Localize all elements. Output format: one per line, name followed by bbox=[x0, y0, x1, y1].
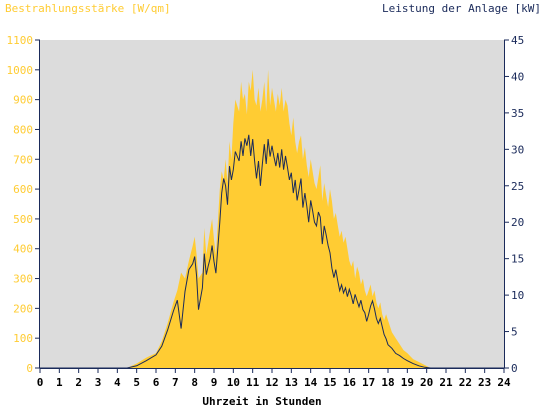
left-tick-label: 800 bbox=[13, 123, 33, 136]
x-tick-label: 2 bbox=[75, 376, 82, 389]
x-tick-label: 4 bbox=[114, 376, 121, 389]
right-tick-label: 20 bbox=[511, 216, 524, 229]
x-tick-label: 20 bbox=[420, 376, 433, 389]
left-tick-label: 300 bbox=[13, 273, 33, 286]
right-axis-title: Leistung der Anlage [kW] bbox=[382, 2, 541, 15]
power-line bbox=[40, 134, 504, 369]
left-tick-label: 1100 bbox=[7, 34, 34, 47]
x-tick-label: 22 bbox=[459, 376, 472, 389]
right-tick-label: 5 bbox=[511, 326, 518, 339]
x-tick-label: 19 bbox=[401, 376, 414, 389]
x-tick-label: 24 bbox=[497, 376, 511, 389]
x-tick-label: 11 bbox=[246, 376, 260, 389]
left-tick-label: 900 bbox=[13, 94, 33, 107]
x-tick-label: 15 bbox=[323, 376, 336, 389]
x-tick-label: 10 bbox=[227, 376, 240, 389]
x-axis-label: Uhrzeit in Stunden bbox=[202, 395, 321, 408]
x-tick-label: 1 bbox=[56, 376, 63, 389]
left-tick-label: 700 bbox=[13, 153, 33, 166]
left-tick-label: 600 bbox=[13, 183, 33, 196]
left-axis-title: Bestrahlungsstärke [W/qm] bbox=[5, 2, 171, 15]
right-tick-label: 10 bbox=[511, 289, 524, 302]
x-tick-label: 18 bbox=[381, 376, 394, 389]
right-tick-label: 35 bbox=[511, 107, 524, 120]
right-tick-label: 40 bbox=[511, 70, 524, 83]
x-tick-label: 0 bbox=[37, 376, 44, 389]
x-tick-label: 17 bbox=[362, 376, 375, 389]
x-tick-label: 6 bbox=[153, 376, 160, 389]
left-tick-label: 100 bbox=[13, 332, 33, 345]
x-tick-label: 21 bbox=[439, 376, 453, 389]
x-tick-label: 5 bbox=[133, 376, 140, 389]
left-tick-label: 200 bbox=[13, 302, 33, 315]
right-tick-label: 15 bbox=[511, 253, 524, 266]
x-tick-label: 3 bbox=[95, 376, 102, 389]
x-tick-label: 9 bbox=[211, 376, 218, 389]
left-tick-label: 500 bbox=[13, 213, 33, 226]
right-tick-label: 45 bbox=[511, 34, 524, 47]
right-tick-label: 25 bbox=[511, 180, 524, 193]
left-tick-label: 1000 bbox=[7, 64, 34, 77]
x-tick-label: 16 bbox=[343, 376, 357, 389]
irradiance-area bbox=[40, 69, 504, 369]
right-tick-label: 0 bbox=[511, 362, 518, 375]
left-tick-label: 0 bbox=[26, 362, 33, 375]
right-tick-label: 30 bbox=[511, 143, 524, 156]
x-tick-label: 8 bbox=[191, 376, 198, 389]
x-tick-label: 14 bbox=[304, 376, 318, 389]
x-tick-label: 23 bbox=[478, 376, 491, 389]
left-tick-label: 400 bbox=[13, 243, 33, 256]
x-tick-label: 7 bbox=[172, 376, 179, 389]
x-tick-label: 12 bbox=[265, 376, 278, 389]
x-tick-label: 13 bbox=[285, 376, 298, 389]
